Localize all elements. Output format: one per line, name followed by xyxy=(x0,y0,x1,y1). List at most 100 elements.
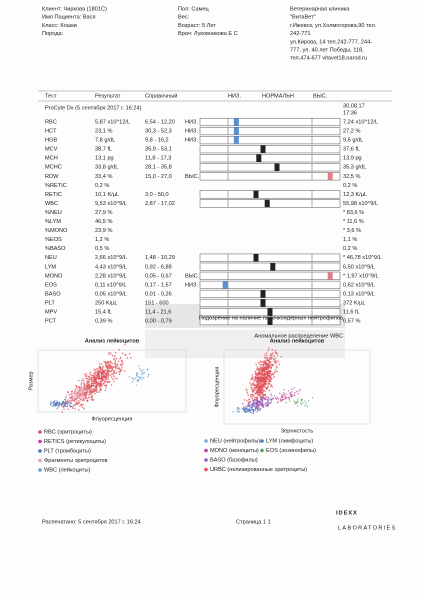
scatter-dot xyxy=(95,385,98,387)
header-line: "ВитаВет" xyxy=(290,15,316,21)
scatter-dot xyxy=(278,398,280,400)
logo-sub: LABORATORIES xyxy=(338,525,397,531)
scatter-dot xyxy=(52,401,54,404)
result: 0,39 % xyxy=(95,319,112,325)
scatter-dot xyxy=(252,399,255,402)
scatter-dot xyxy=(302,402,304,404)
scatter-dot xyxy=(296,390,298,393)
scatter-dot xyxy=(83,383,86,386)
scatter-dot xyxy=(265,368,268,371)
scatter-dot xyxy=(256,383,258,386)
scatter-dot xyxy=(265,359,267,362)
scatter-dot xyxy=(90,378,92,381)
scatter-dot xyxy=(274,357,277,359)
column-header: Результат xyxy=(95,93,121,99)
scatter-dot xyxy=(116,378,118,380)
result: 27,9 % xyxy=(95,210,112,216)
test-name: LYM xyxy=(45,264,56,270)
scatter-dot xyxy=(259,402,261,404)
reference-range: 0,01 - 0,26 xyxy=(145,291,172,297)
previous-result: 32,5 % xyxy=(343,174,360,180)
header-line: тел.474-677 vitavet18.narod.ru xyxy=(290,56,367,62)
scatter-dot xyxy=(266,363,269,365)
scatter-dot xyxy=(262,395,264,397)
scatter-dot xyxy=(87,397,90,399)
scatter-dot xyxy=(274,350,277,352)
scatter-dot xyxy=(306,405,309,408)
reference-range: 11,8 - 17,3 xyxy=(145,156,171,162)
indicator-marker xyxy=(260,299,266,307)
scatter-dot xyxy=(63,408,65,411)
scatter-dot xyxy=(249,411,251,414)
reference-range: 0,00 - 0,79 xyxy=(145,319,172,325)
scatter-dot xyxy=(265,379,267,381)
scatter-dot xyxy=(268,371,271,374)
scatter-dot xyxy=(236,406,239,409)
scatter-dot xyxy=(272,397,274,400)
scatter-dot xyxy=(141,378,143,380)
scatter-dot xyxy=(57,402,59,404)
scatter-dot xyxy=(256,410,258,413)
scatter-dot xyxy=(113,370,116,373)
previous-result: 0,2 % xyxy=(343,183,357,189)
scatter-dot xyxy=(98,363,101,365)
scatter-dot xyxy=(106,375,109,377)
scatter-dot xyxy=(265,376,268,378)
scatter-dot xyxy=(277,360,279,363)
header-line: Врач: Луковникова Е С xyxy=(178,31,238,37)
test-name: RDW xyxy=(45,174,59,180)
scatter-dot xyxy=(86,391,88,393)
scatter-dot xyxy=(257,389,260,392)
scatter-dot xyxy=(96,383,99,386)
scatter-dot xyxy=(120,356,122,359)
scatter-dot xyxy=(78,401,80,403)
scatter-dot xyxy=(281,400,283,402)
scatter-dot xyxy=(75,397,78,399)
scatter-dot xyxy=(114,362,116,364)
note: Аномальное распределение WBC xyxy=(254,333,343,339)
scatter-dot xyxy=(243,410,245,412)
scatter-dot xyxy=(78,409,80,411)
scatter-dot xyxy=(249,384,252,387)
scatter-dot xyxy=(266,398,269,401)
previous-result: 37,6 fL xyxy=(343,147,360,153)
legend-swatch xyxy=(204,458,208,462)
legend-label: WBC (лейкоциты) xyxy=(44,466,90,473)
scatter-dot xyxy=(257,373,259,376)
header-line: Вес: xyxy=(178,15,190,21)
scatter-dot xyxy=(280,399,282,401)
scatter-dot xyxy=(274,362,276,364)
scatter-dot xyxy=(81,387,83,389)
scatter-dot xyxy=(136,374,138,376)
scatter-dot xyxy=(257,378,260,380)
indicator-marker xyxy=(267,308,273,316)
scatter-dot xyxy=(88,393,90,396)
scatter-dot xyxy=(140,373,143,375)
result: 33,8 g/dL xyxy=(95,165,118,171)
result: 2,66 x10^9/L xyxy=(95,255,127,261)
scatter-dot xyxy=(266,401,269,404)
scatter-dot xyxy=(260,380,262,382)
scatter-dot xyxy=(98,391,101,393)
scatter-dot xyxy=(255,363,257,366)
scatter-dot xyxy=(109,374,111,377)
indicator-bar xyxy=(199,289,341,298)
test-name: WBC xyxy=(45,201,58,207)
scatter-dot xyxy=(257,381,260,383)
scatter-dot xyxy=(118,371,120,373)
scatter-dot xyxy=(287,389,290,392)
scatter-dot xyxy=(90,398,93,401)
scatter-dot xyxy=(101,363,103,366)
scatter-dot xyxy=(105,380,108,383)
scatter-dot xyxy=(259,372,261,374)
scatter-dot xyxy=(265,352,268,354)
scatter-dot xyxy=(81,389,83,392)
scatter-dot xyxy=(298,389,300,392)
notes-box xyxy=(145,330,345,358)
scatter-dot xyxy=(259,391,262,394)
flag: НИЗ. xyxy=(185,138,198,144)
legend-swatch xyxy=(38,439,42,444)
scatter-dot xyxy=(87,375,90,378)
scatter-dot xyxy=(86,399,88,402)
scatter-dot xyxy=(251,402,254,404)
